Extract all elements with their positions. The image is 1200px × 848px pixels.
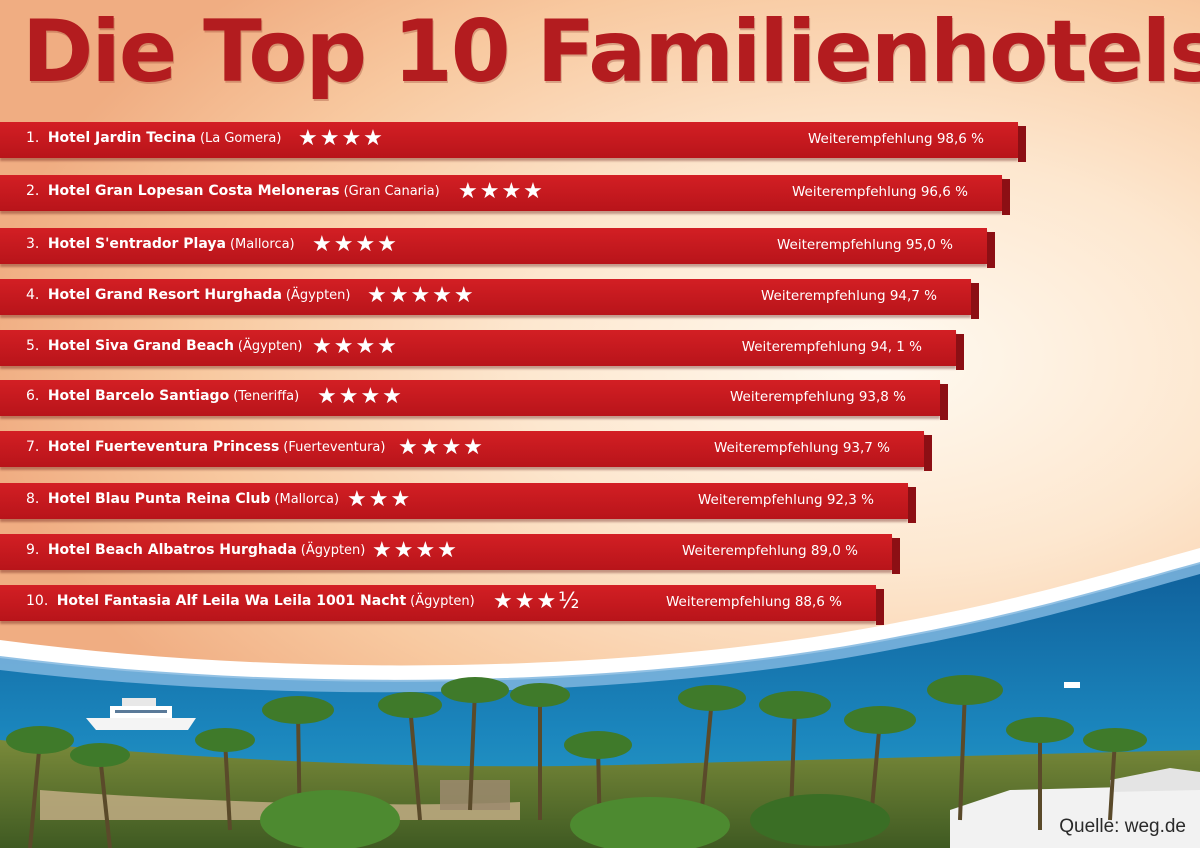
recommendation-rate: Weiterempfehlung 92,3 % — [697, 492, 874, 508]
hotel-row: 1. Hotel Jardin Tecina (La Gomera) ★★★★ Wei… — [0, 122, 1026, 162]
hotel-name: Hotel Fuerteventura Princess — [47, 439, 280, 455]
star-rating-icons: ★★★★ — [312, 232, 399, 257]
hotel-title: 4. Hotel Grand Resort Hurghada (Ägypten) — [26, 287, 350, 303]
hotel-rank: 9. — [26, 542, 40, 558]
hotel-title: 8. Hotel Blau Punta Reina Club (Mallorca) — [26, 491, 339, 507]
hotel-name: Hotel Blau Punta Reina Club — [47, 491, 271, 507]
hotel-location: (Ägypten) — [410, 594, 475, 609]
yacht-graphic — [86, 698, 196, 730]
hotel-title: 6. Hotel Barcelo Santiago (Teneriffa) — [26, 388, 299, 404]
hotel-location: (Fuerteventura) — [283, 440, 386, 455]
hotel-name: Hotel Gran Lopesan Costa Meloneras — [47, 183, 340, 199]
star-rating-icons: ★★★★ — [458, 179, 545, 204]
recommendation-rate: Weiterempfehlung 94,7 % — [760, 288, 937, 304]
hotel-rank: 1. — [26, 130, 40, 146]
hotel-location: (La Gomera) — [199, 131, 282, 146]
star-rating-icons: ★★★★★ — [367, 283, 476, 308]
hotel-row: 8. Hotel Blau Punta Reina Club (Mallorca)… — [0, 483, 916, 523]
hotel-rank: 6. — [26, 388, 40, 404]
hotel-rank: 5. — [26, 338, 40, 354]
hotel-rank: 3. — [26, 236, 40, 252]
hotel-location: (Mallorca) — [274, 492, 340, 507]
hotel-rank: 4. — [26, 287, 40, 303]
recommendation-rate: Weiterempfehlung 98,6 % — [807, 131, 984, 147]
hotel-title: 3. Hotel S'entrador Playa (Mallorca) — [26, 236, 295, 252]
star-rating-icons: ★★★★ — [372, 538, 459, 563]
star-rating-icons: ★★★ — [347, 487, 413, 512]
hotel-rank: 7. — [26, 439, 40, 455]
hotel-row: 3. Hotel S'entrador Playa (Mallorca) ★★★★ W… — [0, 228, 995, 268]
beach-resort-photo — [0, 548, 1200, 848]
hotel-title: 1. Hotel Jardin Tecina (La Gomera) — [26, 130, 281, 146]
recommendation-rate: Weiterempfehlung 96,6 % — [791, 184, 968, 200]
source-credit: Quelle: weg.de — [1059, 816, 1186, 837]
page-title: Die Top 10 Familienhotels — [22, 2, 1200, 102]
hotel-location: (Ägypten) — [300, 543, 366, 558]
hotel-location: (Mallorca) — [229, 237, 295, 252]
recommendation-rate: Weiterempfehlung 93,7 % — [713, 440, 890, 456]
star-rating-icons: ★★★★ — [317, 384, 404, 409]
hotel-name: Hotel Grand Resort Hurghada — [47, 287, 282, 303]
hotel-row: 5. Hotel Siva Grand Beach (Ägypten) ★★★★ We… — [0, 330, 964, 370]
hotel-title: 10. Hotel Fantasia Alf Leila Wa Leila 10… — [26, 593, 475, 609]
hotel-rank: 10. — [26, 593, 49, 609]
hotel-location: (Teneriffa) — [233, 389, 300, 404]
hotel-name: Hotel S'entrador Playa — [47, 236, 226, 252]
recommendation-rate: Weiterempfehlung 95,0 % — [776, 237, 953, 253]
hotel-name: Hotel Barcelo Santiago — [47, 388, 230, 404]
star-rating-icons: ★★★★ — [398, 435, 485, 460]
hotel-location: (Ägypten) — [237, 339, 303, 354]
recommendation-rate: Weiterempfehlung 88,6 % — [665, 594, 842, 610]
hotel-name: Hotel Fantasia Alf Leila Wa Leila 1001 N… — [56, 593, 407, 609]
hotel-title: 5. Hotel Siva Grand Beach (Ägypten) — [26, 338, 303, 354]
recommendation-rate: Weiterempfehlung 89,0 % — [681, 543, 858, 559]
hotel-rank: 8. — [26, 491, 40, 507]
hotel-title: 2. Hotel Gran Lopesan Costa Meloneras (Gr… — [26, 183, 440, 199]
hotel-row: 6. Hotel Barcelo Santiago (Teneriffa) ★★★★… — [0, 380, 948, 420]
hotel-row: 10. Hotel Fantasia Alf Leila Wa Leila 10… — [0, 585, 884, 625]
hotel-name: Hotel Jardin Tecina — [47, 130, 196, 146]
hotel-title: 7. Hotel Fuerteventura Princess (Fuerteve… — [26, 439, 385, 455]
hotel-location: (Ägypten) — [285, 288, 351, 303]
hotel-row: 9. Hotel Beach Albatros Hurghada (Ägypten… — [0, 534, 900, 574]
recommendation-rate: Weiterempfehlung 94, 1 % — [741, 339, 922, 355]
hotel-row: 7. Hotel Fuerteventura Princess (Fuerteve… — [0, 431, 932, 471]
hotel-row: 4. Hotel Grand Resort Hurghada (Ägypten) ★… — [0, 279, 979, 319]
hotel-row: 2. Hotel Gran Lopesan Costa Meloneras (Gr… — [0, 175, 1010, 215]
hotel-title: 9. Hotel Beach Albatros Hurghada (Ägypten… — [26, 542, 365, 558]
hotel-rank: 2. — [26, 183, 40, 199]
star-rating-icons: ★★★★ — [312, 334, 399, 359]
recommendation-rate: Weiterempfehlung 93,8 % — [729, 389, 906, 405]
hotel-location: (Gran Canaria) — [343, 184, 440, 199]
hotel-name: Hotel Siva Grand Beach — [47, 338, 234, 354]
star-rating-icons: ★★★★ — [298, 126, 385, 151]
hotel-name: Hotel Beach Albatros Hurghada — [47, 542, 297, 558]
star-rating-icons: ★★★½ — [493, 589, 582, 614]
